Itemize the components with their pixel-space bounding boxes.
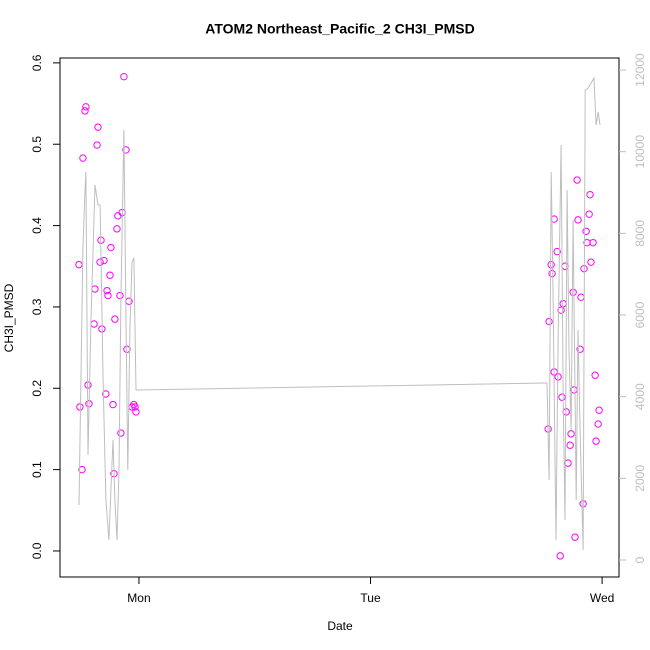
chart-title: ATOM2 Northeast_Pacific_2 CH3I_PMSD [205,21,474,37]
data-point [131,403,139,411]
data-point [100,256,108,265]
data-point [94,123,102,131]
data-point [109,400,117,409]
data-point [120,73,128,81]
data-point [79,154,87,162]
data-point [564,459,572,467]
data-line [78,76,601,551]
data-point [132,408,140,416]
y-tick-label: 0.0 [30,542,44,559]
data-point [592,437,600,445]
data-point [82,103,90,111]
data-point [585,210,593,218]
data-point [75,260,83,269]
data-point [84,381,92,389]
plot-box [59,57,620,578]
y-tick-label: 0.2 [30,380,44,397]
y-tick-label: 0.6 [30,54,44,71]
data-point [553,247,561,256]
y2-tick-label: 6000 [633,301,647,328]
data-point [122,146,130,154]
y-tick-label: 0.4 [30,217,44,234]
data-point [117,429,125,437]
data-point [116,291,124,300]
data-point [587,258,595,266]
data-point [548,269,556,278]
data-point [90,320,98,328]
x-tick-label: Mon [127,591,150,605]
data-point [574,216,582,224]
data-point [103,286,111,295]
data-point [558,393,566,401]
data-point [111,315,119,323]
data-point [569,288,577,296]
y2-tick-label: 2000 [633,465,647,492]
data-point [594,420,602,428]
data-point [557,306,565,314]
y-tick-label: 0.1 [30,461,44,478]
y-axis-label: CH3I_PMSD [2,283,16,352]
y-tick-label: 0.5 [30,136,44,153]
data-point [96,258,104,266]
data-point [104,291,112,300]
data-point [562,408,570,416]
x-tick-label: Wed [590,591,614,605]
data-point [589,238,597,247]
data-point [93,141,101,149]
data-point [91,285,99,293]
data-point [591,371,599,379]
y-tick-label: 0.3 [30,298,44,315]
data-point [556,552,564,560]
data-point [577,293,585,301]
x-tick-label: Tue [360,591,381,605]
data-point [561,262,569,270]
data-point [81,107,89,115]
data-point [566,441,574,449]
data-point [102,390,110,398]
y2-tick-label: 12000 [633,53,647,87]
data-point [106,271,114,279]
data-point [567,430,575,438]
data-point [586,190,594,199]
y2-tick-label: 4000 [633,383,647,410]
data-point [545,317,553,326]
data-point [547,260,555,269]
data-point [595,406,603,414]
data-point [573,176,581,184]
data-point [76,403,84,411]
data-point [559,299,567,308]
data-point [571,533,579,541]
data-point [107,243,115,252]
data-point [582,227,590,235]
data-point [113,225,121,233]
data-point [576,345,584,353]
data-point [123,345,131,353]
data-point [114,212,122,220]
data-point [78,465,86,474]
y2-tick-label: 10000 [633,135,647,169]
y2-tick-label: 0 [633,556,647,563]
x-axis-label: Date [327,619,353,633]
y2-tick-label: 8000 [633,220,647,247]
